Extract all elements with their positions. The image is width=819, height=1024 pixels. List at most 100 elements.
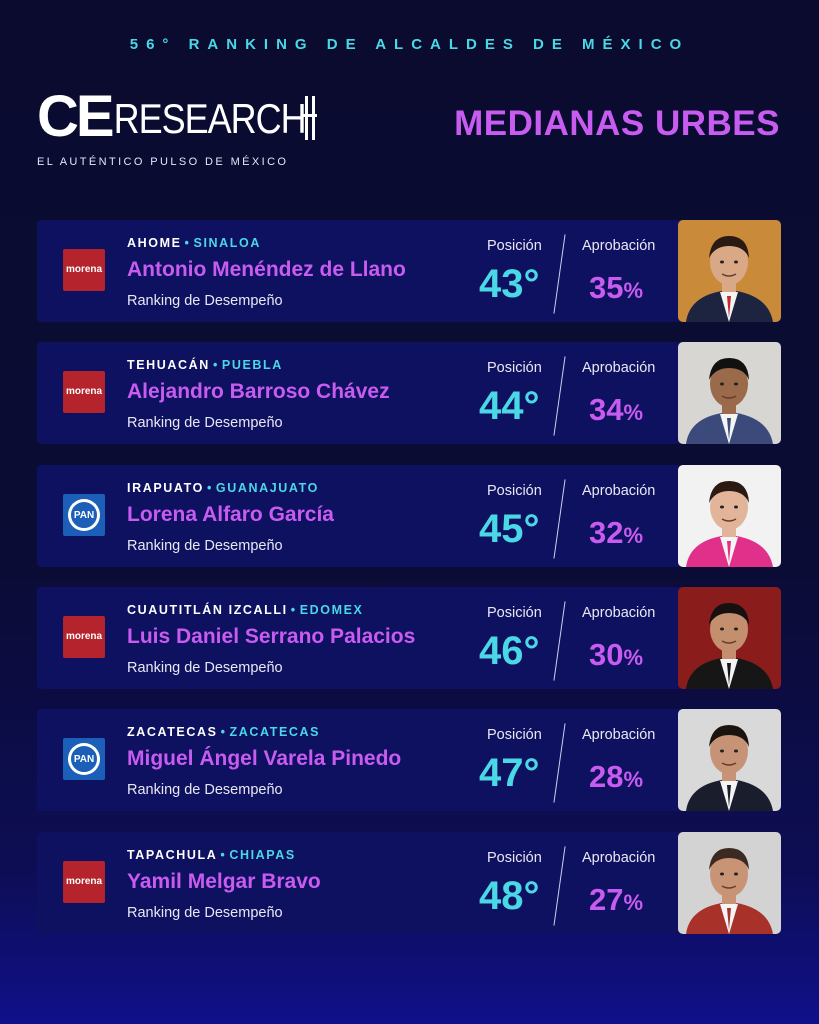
mayor-name: Luis Daniel Serrano Palacios [127, 625, 416, 648]
city-name: IRAPUATO [127, 481, 204, 495]
ranking-label: Ranking de Desempeño [127, 660, 283, 676]
city-name: AHOME [127, 236, 182, 250]
location: AHOME • SINALOA [127, 236, 261, 250]
morena-party-logo-icon: morena [63, 249, 105, 291]
mayor-photo [678, 465, 781, 567]
divider [553, 356, 566, 436]
state-name: GUANAJUATO [215, 481, 319, 495]
approval-value: 30% [589, 637, 643, 673]
approval-number: 34 [589, 392, 624, 427]
position-value: 44° [479, 384, 540, 428]
state-name: SINALOA [193, 236, 261, 250]
mayor-card: PAN IRAPUATO • GUANAJUATO Lorena Alfaro Ga… [37, 465, 781, 567]
ranking-label: Ranking de Desempeño [127, 782, 283, 798]
divider [553, 234, 566, 314]
mayor-card: PAN ZACATECAS • ZACATECAS Miguel Ángel Var… [37, 709, 781, 811]
separator-dot-icon: • [220, 848, 227, 862]
approval-value: 34% [589, 392, 643, 428]
city-name: CUAUTITLÁN IZCALLI [127, 603, 288, 617]
morena-logo-text: morena [65, 876, 103, 887]
city-name: TEHUACÁN [127, 358, 210, 372]
position-label: Posición [487, 727, 542, 743]
mayor-card: morena TEHUACÁN • PUEBLA Alejandro Barroso… [37, 342, 781, 444]
approval-label: Aprobación [582, 605, 656, 621]
location: ZACATECAS • ZACATECAS [127, 725, 320, 739]
city-name: ZACATECAS [127, 725, 218, 739]
ce-research-logo: CE RESEARCH EL AUTÉNTICO PULSO DE MÉXICO [37, 80, 317, 168]
approval-value: 28% [589, 759, 643, 795]
approval-label: Aprobación [582, 850, 656, 866]
location: TAPACHULA • CHIAPAS [127, 848, 296, 862]
pan-party-logo-icon: PAN [63, 494, 105, 536]
mayor-card: morena TAPACHULA • CHIAPAS Yamil Melgar Br… [37, 832, 781, 934]
separator-dot-icon: • [184, 236, 191, 250]
ranking-label: Ranking de Desempeño [127, 538, 283, 554]
city-name: TAPACHULA [127, 848, 218, 862]
state-name: CHIAPAS [229, 848, 296, 862]
logo-ce: CE [37, 84, 115, 149]
state-name: PUEBLA [221, 358, 283, 372]
mayor-card: morena AHOME • SINALOA Antonio Menéndez de… [37, 220, 781, 322]
mayor-photo [678, 220, 781, 322]
mayor-photo [678, 709, 781, 811]
position-value: 47° [479, 751, 540, 795]
approval-value: 32% [589, 515, 643, 551]
divider [553, 723, 566, 803]
event-title: 56° RANKING DE ALCALDES DE MÉXICO [129, 36, 690, 53]
position-label: Posición [487, 850, 542, 866]
position-label: Posición [487, 360, 542, 376]
approval-percent-sign: % [623, 767, 644, 792]
approval-percent-sign: % [623, 890, 644, 915]
approval-label: Aprobación [582, 360, 656, 376]
approval-percent-sign: % [623, 645, 644, 670]
approval-percent-sign: % [623, 278, 644, 303]
location: TEHUACÁN • PUEBLA [127, 358, 283, 372]
mayor-photo [678, 587, 781, 689]
morena-party-logo-icon: morena [63, 371, 105, 413]
mayor-name: Antonio Menéndez de Llano [127, 258, 406, 281]
morena-party-logo-icon: morena [63, 861, 105, 903]
divider [553, 479, 566, 559]
mayor-name: Alejandro Barroso Chávez [127, 380, 390, 403]
ranking-label: Ranking de Desempeño [127, 415, 283, 431]
pan-logo-text: PAN [70, 501, 98, 529]
approval-label: Aprobación [582, 238, 656, 254]
location: CUAUTITLÁN IZCALLI • EDOMEX [127, 603, 364, 617]
logo-hash-mark-icon [302, 96, 317, 140]
approval-number: 27 [589, 882, 624, 917]
position-value: 43° [479, 262, 540, 306]
state-name: EDOMEX [299, 603, 364, 617]
approval-value: 35% [589, 270, 643, 306]
state-name: ZACATECAS [229, 725, 321, 739]
divider [553, 846, 566, 926]
separator-dot-icon: • [290, 603, 297, 617]
section-title: MEDIANAS URBES [454, 104, 780, 143]
morena-logo-text: morena [65, 386, 103, 397]
logo-tagline: EL AUTÉNTICO PULSO DE MÉXICO [37, 156, 289, 168]
position-label: Posición [487, 238, 542, 254]
approval-number: 30 [589, 637, 624, 672]
approval-percent-sign: % [623, 523, 644, 548]
mayor-photo [678, 342, 781, 444]
morena-logo-text: morena [65, 631, 103, 642]
approval-number: 28 [589, 759, 624, 794]
approval-number: 32 [589, 515, 624, 550]
position-value: 46° [479, 629, 540, 673]
approval-label: Aprobación [582, 483, 656, 499]
pan-party-logo-icon: PAN [63, 738, 105, 780]
mayor-card: morena CUAUTITLÁN IZCALLI • EDOMEX Luis Da… [37, 587, 781, 689]
ranking-label: Ranking de Desempeño [127, 905, 283, 921]
location: IRAPUATO • GUANAJUATO [127, 481, 319, 495]
position-label: Posición [487, 483, 542, 499]
approval-number: 35 [589, 270, 624, 305]
morena-party-logo-icon: morena [63, 616, 105, 658]
separator-dot-icon: • [212, 358, 219, 372]
position-label: Posición [487, 605, 542, 621]
mayor-name: Lorena Alfaro García [127, 503, 334, 526]
approval-label: Aprobación [582, 727, 656, 743]
logo-research: RESEARCH [113, 95, 307, 143]
pan-logo-text: PAN [70, 745, 98, 773]
position-value: 45° [479, 507, 540, 551]
divider [553, 601, 566, 681]
morena-logo-text: morena [65, 264, 103, 275]
